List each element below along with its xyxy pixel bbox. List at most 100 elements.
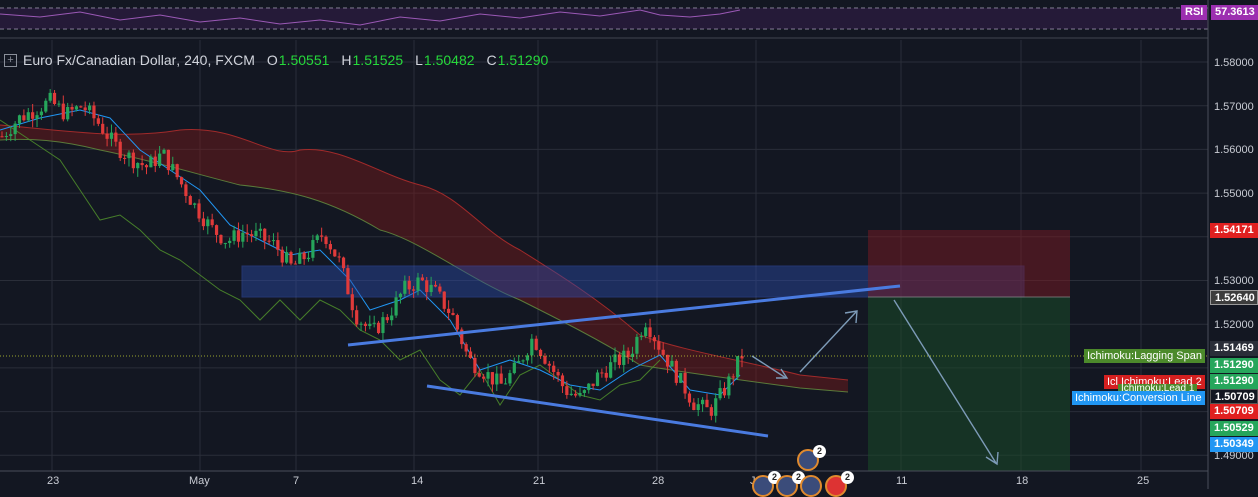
candle-body — [622, 350, 626, 365]
candle-body — [44, 100, 48, 112]
short-position-tool[interactable] — [868, 230, 1070, 471]
entry-price-label: 1.52640 — [1210, 290, 1258, 305]
candle-body — [626, 350, 630, 357]
candle-body — [722, 388, 727, 396]
x-tick: 23 — [47, 475, 60, 487]
candle-body — [57, 103, 61, 105]
y-tick: 1.53000 — [1214, 275, 1254, 287]
candle-body — [144, 165, 149, 168]
conversion-line — [0, 109, 741, 396]
candle-body — [468, 351, 473, 358]
low-key: L — [415, 52, 423, 68]
candle-body — [442, 291, 446, 309]
event-flag-eu-icon[interactable]: 2 — [797, 445, 826, 471]
event-flag-eu-icon[interactable]: 2 — [776, 471, 805, 497]
compare-plus-icon[interactable]: + — [4, 53, 17, 67]
candle-body — [245, 232, 249, 235]
candle-body — [416, 277, 420, 291]
candle-body — [293, 263, 297, 265]
candle-body — [652, 337, 657, 342]
candle-body — [355, 310, 359, 325]
candle-body — [197, 203, 201, 219]
y-tick: 1.58000 — [1214, 57, 1254, 69]
candle-body — [556, 371, 560, 376]
candle-body — [639, 336, 643, 338]
candle-body — [118, 141, 122, 158]
lower-trendline[interactable] — [426, 384, 769, 438]
candle-body — [153, 156, 157, 167]
price-label: 1.51290 — [1210, 374, 1258, 389]
candle-body — [705, 399, 709, 408]
candle-body — [271, 240, 276, 242]
candle-body — [534, 338, 538, 350]
candle-body — [302, 252, 306, 260]
candle-body — [368, 323, 372, 326]
candle-body — [228, 240, 232, 244]
candle-body — [79, 106, 83, 108]
candle-body — [184, 184, 188, 197]
candle-body — [0, 136, 4, 138]
candle-body — [595, 372, 600, 386]
candle-body — [109, 132, 114, 139]
price-label: 1.50349 — [1210, 437, 1258, 452]
candle-body — [587, 383, 591, 391]
candlesticks — [0, 88, 744, 423]
event-flag-eu-icon[interactable]: 2 — [752, 471, 781, 497]
candle-body — [477, 373, 481, 377]
candle-body — [48, 92, 52, 101]
close-value: 1.51290 — [497, 52, 549, 68]
ichimoku-cloud — [0, 124, 849, 393]
candle-body — [648, 327, 652, 338]
candle-body — [136, 162, 140, 169]
candle-body — [372, 322, 376, 324]
candle-body — [700, 399, 705, 405]
candle-body — [311, 240, 315, 258]
interval-label[interactable]: 240 — [184, 52, 208, 68]
candle-body — [114, 132, 118, 142]
candle-body — [249, 234, 254, 237]
candle-body — [455, 315, 459, 330]
candle-body — [341, 257, 346, 269]
candle-body — [482, 376, 486, 379]
price-label: 1.51469 — [1210, 341, 1258, 356]
candle-body — [530, 338, 534, 356]
lead1-tag: Ichimoku:Lead 1 — [1118, 384, 1198, 394]
candle-body — [473, 357, 477, 374]
event-flag-eu-icon[interactable] — [800, 475, 822, 497]
symbol-name: Euro Fx/Canadian Dollar — [23, 52, 177, 68]
candle-body — [17, 115, 22, 124]
candle-body — [394, 297, 398, 316]
candle-body — [13, 123, 17, 135]
candle-body — [420, 277, 424, 281]
source-label: FXCM — [215, 52, 255, 68]
candle-body — [171, 164, 175, 171]
candle-body — [219, 234, 223, 244]
candle-body — [727, 376, 731, 396]
upper-trendline[interactable] — [347, 284, 901, 347]
candle-body — [315, 235, 319, 241]
lagging-span-tag: Ichimoku:Lagging Span — [1084, 349, 1205, 363]
candle-body — [175, 164, 179, 178]
candle-body — [714, 398, 718, 416]
lead2-short-tag: Icl — [1104, 375, 1121, 389]
candle-body — [609, 362, 613, 378]
candle-body — [324, 236, 328, 245]
x-tick: 11 — [896, 475, 908, 487]
candle-body — [740, 356, 744, 359]
projection-arrows[interactable] — [751, 299, 999, 466]
candle-body — [285, 252, 289, 263]
high-value: 1.51525 — [352, 52, 404, 68]
event-flag-ca-icon[interactable]: 2 — [825, 471, 854, 497]
candle-body — [547, 363, 551, 366]
open-value: 1.50551 — [278, 52, 330, 68]
candle-body — [210, 219, 214, 226]
x-tick: 28 — [652, 475, 665, 487]
y-tick: 1.57000 — [1214, 101, 1254, 113]
x-tick: 14 — [411, 475, 424, 487]
candle-body — [670, 360, 674, 367]
candle-body — [508, 373, 512, 384]
price-label: 1.50709 — [1210, 404, 1258, 419]
candle-body — [92, 105, 96, 119]
y-tick: 1.55000 — [1214, 188, 1254, 200]
